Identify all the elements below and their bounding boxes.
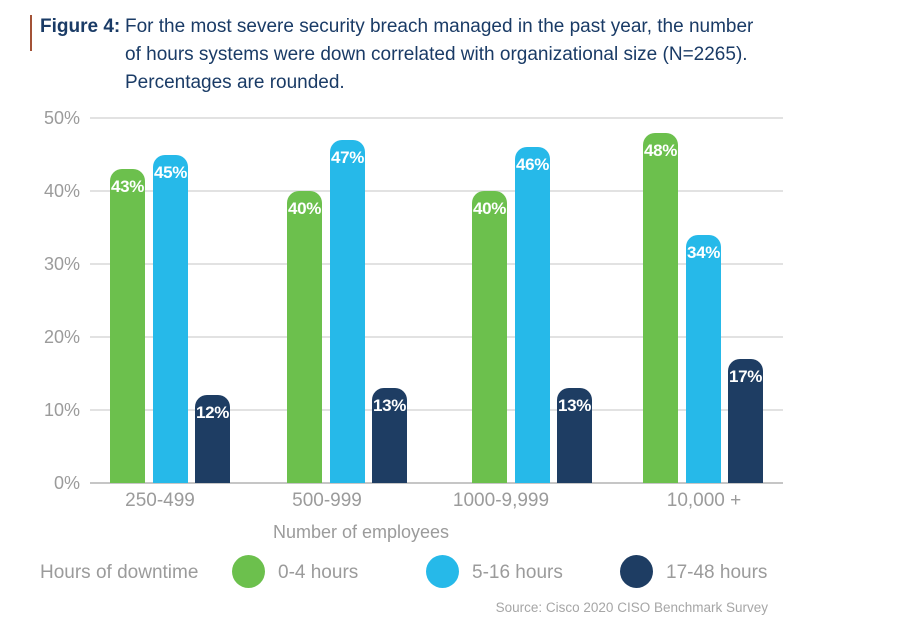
bar-0-4-hours: 40% <box>472 191 507 483</box>
figure-caption: For the most severe security breach mana… <box>125 13 753 97</box>
bar-5-16-hours: 46% <box>515 147 550 483</box>
gridline <box>90 190 783 192</box>
source-attribution: Source: Cisco 2020 CISO Benchmark Survey <box>495 600 768 615</box>
bar-5-16-hours: 47% <box>330 139 365 483</box>
legend-item-label: 0-4 hours <box>278 562 359 583</box>
bar-value-label: 13% <box>372 396 407 416</box>
bar-value-label: 45% <box>153 162 188 182</box>
legend-item-label: 5-16 hours <box>472 562 563 583</box>
x-tick-label: 1000-9,999 <box>452 490 550 511</box>
y-tick-label: 10% <box>43 399 80 420</box>
bar-chart-plot-area: 0% 10% 20% 30% 40% 50% 43% 40% 40% 48% 45% 47% 46% 34… <box>44 108 783 542</box>
red-accent-bar <box>30 15 32 51</box>
bar-value-label: 43% <box>110 177 145 197</box>
x-tick-label: 250-499 <box>125 490 195 511</box>
bar-0-4-hours: 40% <box>287 191 322 483</box>
y-tick-label: 40% <box>43 180 80 201</box>
bar-0-4-hours: 48% <box>643 132 678 483</box>
legend-swatch-17-48-hours <box>620 555 653 588</box>
figure-number-label: Figure 4: <box>40 16 121 37</box>
bar-value-label: 34% <box>686 242 721 262</box>
bar-17-48-hours: 13% <box>557 388 592 483</box>
bar-value-label: 48% <box>643 140 678 160</box>
figure-caption-line: of hours systems were down correlated wi… <box>125 44 748 65</box>
bar-0-4-hours: 43% <box>110 169 145 483</box>
bar-value-label: 17% <box>728 366 763 386</box>
y-tick-label: 20% <box>43 326 80 347</box>
bar-value-label: 12% <box>195 403 230 423</box>
gridline <box>90 117 783 119</box>
gridline <box>90 409 783 411</box>
x-tick-label: 500-999 <box>292 490 362 511</box>
bar-value-label: 40% <box>287 199 322 218</box>
gridline <box>90 336 783 338</box>
bar-5-16-hours: 34% <box>686 234 721 483</box>
legend-swatch-5-16-hours <box>426 555 459 588</box>
bar-value-label: 47% <box>330 147 365 167</box>
bar-17-48-hours: 17% <box>728 358 763 483</box>
y-tick-label: 50% <box>43 107 80 128</box>
x-tick-label: 10,000 + <box>666 490 742 511</box>
x-axis-title: Number of employees <box>272 522 450 542</box>
bar-17-48-hours: 13% <box>372 388 407 483</box>
x-axis-line <box>90 482 783 484</box>
bar-value-label: 13% <box>557 396 592 416</box>
bar-value-label: 46% <box>515 155 550 175</box>
y-tick-label: 30% <box>43 253 80 274</box>
legend-title: Hours of downtime <box>40 562 199 583</box>
legend-item-label: 17-48 hours <box>666 562 768 583</box>
legend-swatch-0-4-hours <box>232 555 265 588</box>
bar-17-48-hours: 12% <box>195 395 230 483</box>
gridline <box>90 263 783 265</box>
bar-value-label: 40% <box>472 199 507 218</box>
figure-caption-line: Percentages are rounded. <box>125 72 345 93</box>
figure-caption-line: For the most severe security breach mana… <box>125 16 754 37</box>
y-tick-label: 0% <box>53 472 80 493</box>
bar-5-16-hours: 45% <box>153 154 188 483</box>
